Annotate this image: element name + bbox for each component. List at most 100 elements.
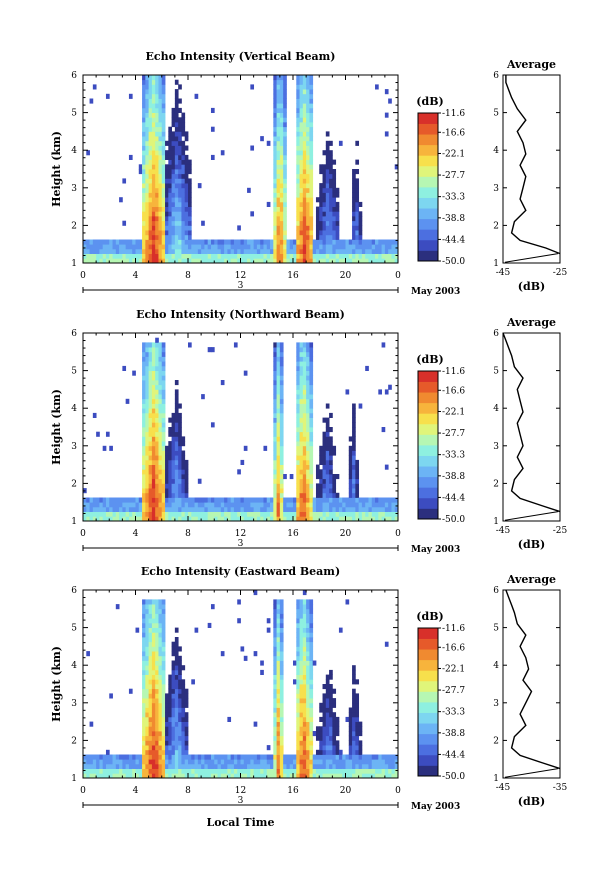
heatmap-cell: [83, 516, 87, 522]
heatmap-cell: [365, 497, 369, 503]
heatmap-cell: [299, 622, 304, 628]
heatmap-cell: [178, 740, 182, 746]
heatmap-cell: [142, 674, 146, 680]
heatmap-cell: [358, 244, 363, 250]
heatmap-cell: [329, 253, 333, 259]
heatmap-cell: [210, 239, 215, 245]
heatmap-cell: [158, 702, 163, 708]
heatmap-cell: [174, 665, 179, 671]
heatmap-cell: [299, 253, 304, 259]
y-tick-label: 1: [71, 259, 77, 269]
heatmap-cell: [273, 356, 277, 362]
heatmap-cell: [319, 253, 323, 259]
heatmap-cell: [358, 253, 363, 259]
heatmap-cell: [371, 506, 376, 512]
heatmap-cell: [296, 403, 300, 409]
heatmap-cell: [151, 450, 156, 456]
heatmap-cell: [365, 365, 369, 371]
heatmap-cell: [289, 754, 294, 760]
heatmap-cell: [302, 169, 307, 175]
heatmap-cell: [158, 599, 163, 605]
heatmap-cell: [273, 244, 277, 250]
heatmap-cell: [240, 244, 245, 250]
heatmap-cell: [174, 655, 179, 661]
heatmap-cell: [145, 768, 150, 774]
heatmap-cell: [155, 220, 159, 226]
heatmap-cell: [142, 632, 146, 638]
heatmap-cell: [178, 427, 182, 433]
heatmap-cell: [178, 234, 182, 240]
heatmap-cell: [276, 178, 281, 184]
x-tick-label: 4: [133, 529, 139, 539]
heatmap-cell: [309, 389, 314, 395]
heatmap-cell: [178, 230, 182, 236]
heatmap-cell: [210, 154, 215, 160]
heatmap-cell: [302, 618, 307, 624]
heatmap-cell: [148, 253, 153, 259]
heatmap-cell: [368, 502, 373, 508]
heatmap-cell: [309, 201, 314, 207]
heatmap-cell: [378, 773, 382, 779]
colorbar-swatch: [418, 229, 438, 241]
heatmap-cell: [332, 763, 337, 769]
heatmap-cell: [289, 248, 294, 254]
heatmap-cell: [178, 702, 182, 708]
heatmap-cell: [204, 506, 209, 512]
heatmap-cell: [296, 637, 300, 643]
heatmap-cell: [332, 206, 337, 212]
x-axis-label: Local Time: [207, 816, 275, 829]
heatmap-cell: [210, 126, 215, 132]
heatmap-cell: [352, 192, 356, 198]
heatmap-cell: [325, 417, 330, 423]
heatmap-cell: [375, 754, 379, 760]
heatmap-cell: [96, 511, 100, 517]
heatmap-cell: [233, 759, 238, 765]
heatmap-cell: [155, 79, 159, 85]
heatmap-cell: [158, 455, 163, 461]
x-tick-label: 4: [133, 271, 139, 281]
heatmap-cell: [296, 117, 300, 123]
heatmap-cell: [158, 117, 163, 123]
heatmap-cell: [227, 754, 232, 760]
heatmap-cell: [174, 721, 179, 727]
heatmap-cell: [204, 759, 209, 765]
heatmap-cell: [204, 258, 209, 264]
heatmap-cell: [83, 763, 87, 769]
profile-y-tick-label: 2: [493, 736, 499, 746]
x-tick-label: 20: [340, 529, 352, 539]
heatmap-cell: [306, 632, 310, 638]
colorbar-swatch: [418, 144, 438, 156]
heatmap-cell: [299, 384, 304, 390]
heatmap-cell: [391, 506, 396, 512]
heatmap-cell: [309, 660, 314, 666]
heatmap-cell: [250, 754, 255, 760]
heatmap-cell: [365, 248, 369, 254]
heatmap-cell: [302, 351, 307, 357]
heatmap-cell: [388, 773, 392, 779]
heatmap-cell: [319, 497, 323, 503]
heatmap-cell: [263, 516, 268, 522]
x-tick-label: 0: [80, 271, 86, 281]
heatmap-cell: [178, 136, 182, 142]
heatmap-cell: [112, 768, 117, 774]
heatmap-cell: [181, 234, 186, 240]
heatmap-cell: [279, 244, 284, 250]
heatmap-cell: [352, 464, 356, 470]
heatmap-cell: [171, 225, 176, 231]
heatmap-cell: [312, 244, 317, 250]
heatmap-cell: [168, 679, 172, 685]
heatmap-cell: [342, 759, 346, 765]
heatmap-cell: [151, 412, 156, 418]
heatmap-cell: [352, 408, 356, 414]
heatmap-cell: [325, 164, 330, 170]
panel-title: Echo Intensity (Eastward Beam): [141, 565, 340, 578]
heatmap-cell: [302, 726, 307, 732]
heatmap-cell: [181, 122, 186, 128]
heatmap-cell: [260, 754, 264, 760]
heatmap-cell: [371, 768, 376, 774]
heatmap-cell: [86, 651, 90, 657]
heatmap-cell: [184, 740, 189, 746]
heatmap-cell: [243, 497, 248, 503]
heatmap-cell: [332, 768, 337, 774]
heatmap-cell: [128, 239, 133, 245]
